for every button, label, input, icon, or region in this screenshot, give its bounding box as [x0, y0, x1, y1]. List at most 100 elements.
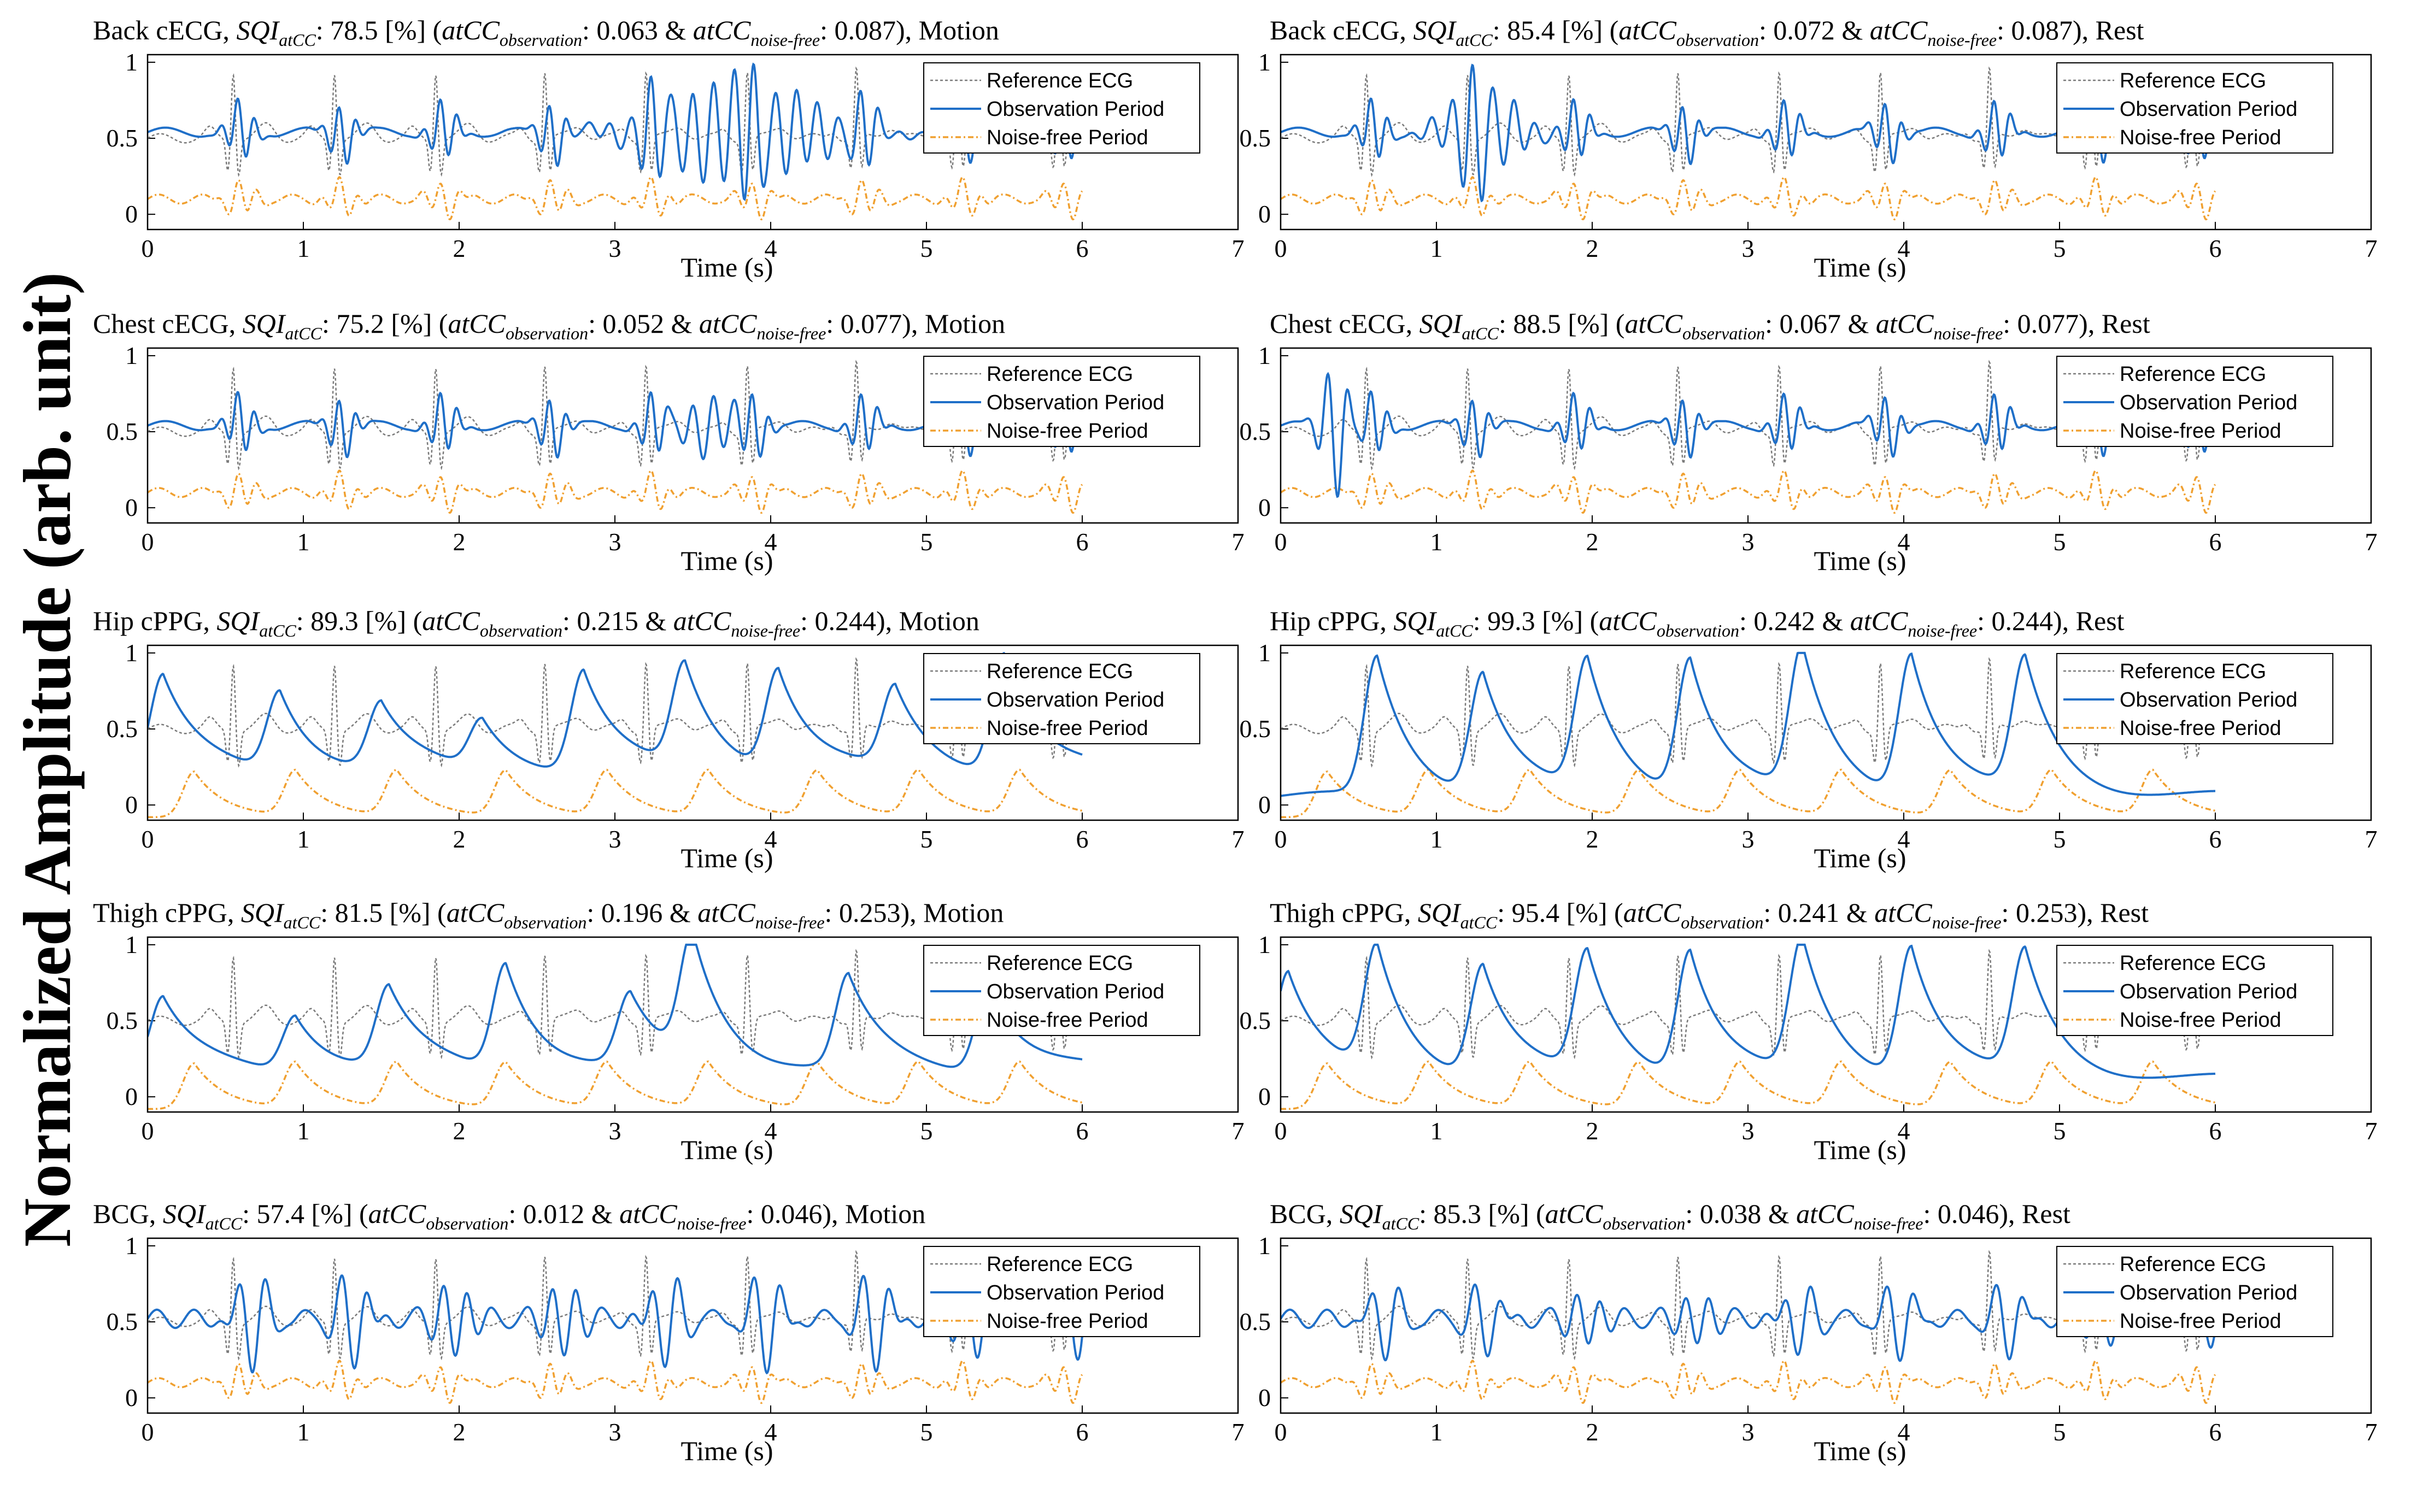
legend-entry-reference-ecg-label: Reference ECG [987, 1253, 1133, 1276]
legend-entry-noise-free-period-label: Noise-free Period [2120, 420, 2281, 443]
x-tick-label: 0 [142, 825, 154, 853]
x-tick-label: 5 [2054, 528, 2066, 556]
x-tick-label: 1 [1430, 1117, 1443, 1145]
x-tick-label: 5 [920, 825, 933, 853]
chart-title: Back cECG, SQIatCC: 85.4 [%] (atCCobserv… [1270, 15, 2144, 50]
x-tick-label: 3 [609, 234, 621, 262]
y-tick-label: 0.5 [1240, 1308, 1271, 1335]
y-tick-label: 1 [125, 639, 138, 667]
x-tick-label: 4 [765, 1117, 777, 1145]
y-tick-label: 0 [1258, 493, 1271, 521]
x-tick-label: 0 [142, 1117, 154, 1145]
series-noise-free-period [1281, 176, 2216, 221]
x-tick-label: 3 [609, 528, 621, 556]
chart-panel-hip-cppg-motion: Hip cPPG, SQIatCC: 89.3 [%] (atCCobserva… [77, 602, 1252, 905]
y-tick-label: 0 [125, 493, 138, 521]
x-axis-label: Time (s) [1814, 843, 1906, 873]
x-tick-label: 3 [1742, 528, 1755, 556]
legend-entry-noise-free-period-label: Noise-free Period [2120, 126, 2281, 149]
x-tick-label: 7 [2365, 1117, 2378, 1145]
y-tick-label: 0 [1258, 200, 1271, 228]
x-tick-label: 7 [1232, 1117, 1245, 1145]
x-axis-label: Time (s) [1814, 545, 1906, 576]
x-axis-label: Time (s) [680, 252, 773, 283]
y-tick-label: 1 [125, 931, 138, 958]
axes-frame [1280, 644, 2372, 821]
x-tick-label: 1 [297, 1418, 310, 1446]
chart-svg: 0 1 2 3 4 5 6 7 0 0.5 1 Reference ECG Observation Pe… [1240, 639, 2378, 853]
y-tick-label: 1 [1258, 1232, 1271, 1260]
x-tick-label: 3 [1742, 825, 1755, 853]
x-tick-label: 5 [2054, 825, 2066, 853]
figure-y-axis-label: Normalized Amplitude (arb. unit) [10, 272, 85, 1247]
chart-panel-thigh-cppg-motion: Thigh cPPG, SQIatCC: 81.5 [%] (atCCobser… [77, 893, 1252, 1197]
chart-panel-bcg-rest: BCG, SQIatCC: 85.3 [%] (atCCobservation:… [1210, 1195, 2385, 1498]
x-tick-label: 4 [765, 528, 777, 556]
x-tick-label: 3 [1742, 1418, 1755, 1446]
x-tick-label: 7 [1232, 825, 1245, 853]
x-tick-label: 3 [609, 1418, 621, 1446]
x-tick-label: 3 [1742, 234, 1755, 262]
x-tick-label: 5 [2054, 1117, 2066, 1145]
chart-title: BCG, SQIatCC: 85.3 [%] (atCCobservation:… [1270, 1198, 2070, 1233]
x-tick-label: 1 [1430, 1418, 1443, 1446]
series-noise-free-period [148, 1060, 1083, 1110]
y-tick-label: 0.5 [107, 124, 138, 152]
axes-frame [146, 1237, 1239, 1414]
chart-svg: 0 1 2 3 4 5 6 7 0 0.5 1 Reference ECG Observation Pe… [107, 342, 1245, 556]
series-noise-free-period [148, 768, 1083, 819]
series-noise-free-period [148, 176, 1083, 221]
series-noise-free-period [148, 1360, 1083, 1404]
chart-svg: 0 1 2 3 4 5 6 7 0 0.5 1 Reference ECG Observation Pe… [1240, 1232, 2378, 1446]
axes-frame [146, 347, 1239, 524]
x-tick-label: 7 [2365, 1418, 2378, 1446]
x-tick-label: 6 [1076, 1418, 1089, 1446]
x-axis-label: Time (s) [1814, 252, 1906, 283]
y-tick-label: 0.5 [1240, 1007, 1271, 1034]
x-tick-label: 7 [1232, 528, 1245, 556]
x-tick-label: 3 [609, 1117, 621, 1145]
axes-frame [146, 54, 1239, 231]
y-tick-label: 0.5 [107, 417, 138, 445]
chart-title: Thigh cPPG, SQIatCC: 95.4 [%] (atCCobser… [1270, 897, 2149, 932]
legend-entry-noise-free-period-label: Noise-free Period [2120, 717, 2281, 740]
legend-entry-reference-ecg-label: Reference ECG [2120, 952, 2266, 975]
x-tick-label: 2 [453, 528, 466, 556]
chart-svg: 0 1 2 3 4 5 6 7 0 0.5 1 Reference ECG Observation Pe… [107, 48, 1245, 262]
series-noise-free-period [148, 469, 1083, 514]
legend-entry-noise-free-period-label: Noise-free Period [2120, 1310, 2281, 1333]
x-tick-label: 5 [920, 1418, 933, 1446]
y-tick-label: 0 [125, 200, 138, 228]
y-tick-label: 1 [125, 48, 138, 76]
x-tick-label: 0 [1275, 234, 1287, 262]
legend-entry-observation-period-label: Observation Period [987, 1281, 1164, 1304]
legend-entry-reference-ecg-label: Reference ECG [2120, 363, 2266, 386]
legend-entry-reference-ecg-label: Reference ECG [987, 363, 1133, 386]
x-tick-label: 0 [1275, 825, 1287, 853]
legend-entry-observation-period-label: Observation Period [2120, 689, 2297, 711]
legend-entry-observation-period-label: Observation Period [987, 391, 1164, 414]
x-tick-label: 5 [920, 528, 933, 556]
x-tick-label: 7 [2365, 234, 2378, 262]
y-tick-label: 1 [125, 342, 138, 369]
chart-title: Hip cPPG, SQIatCC: 89.3 [%] (atCCobserva… [93, 605, 979, 640]
y-tick-label: 0 [125, 1082, 138, 1110]
x-axis-label: Time (s) [680, 545, 773, 576]
legend-entry-observation-period-label: Observation Period [2120, 98, 2297, 121]
x-axis-label: Time (s) [680, 1134, 773, 1165]
legend-entry-noise-free-period-label: Noise-free Period [987, 420, 1148, 443]
legend-entry-reference-ecg-label: Reference ECG [987, 952, 1133, 975]
x-tick-label: 1 [1430, 528, 1443, 556]
x-tick-label: 3 [609, 825, 621, 853]
x-tick-label: 6 [1076, 825, 1089, 853]
x-tick-label: 1 [297, 1117, 310, 1145]
x-tick-label: 2 [1586, 1117, 1599, 1145]
chart-title: Thigh cPPG, SQIatCC: 81.5 [%] (atCCobser… [93, 897, 1004, 932]
series-observation-period [1281, 651, 2215, 797]
y-tick-label: 1 [1258, 342, 1271, 369]
chart-panel-hip-cppg-rest: Hip cPPG, SQIatCC: 99.3 [%] (atCCobserva… [1210, 602, 2385, 905]
x-tick-label: 1 [1430, 825, 1443, 853]
y-tick-label: 0 [125, 1384, 138, 1411]
x-tick-label: 6 [2209, 528, 2222, 556]
x-tick-label: 1 [297, 234, 310, 262]
